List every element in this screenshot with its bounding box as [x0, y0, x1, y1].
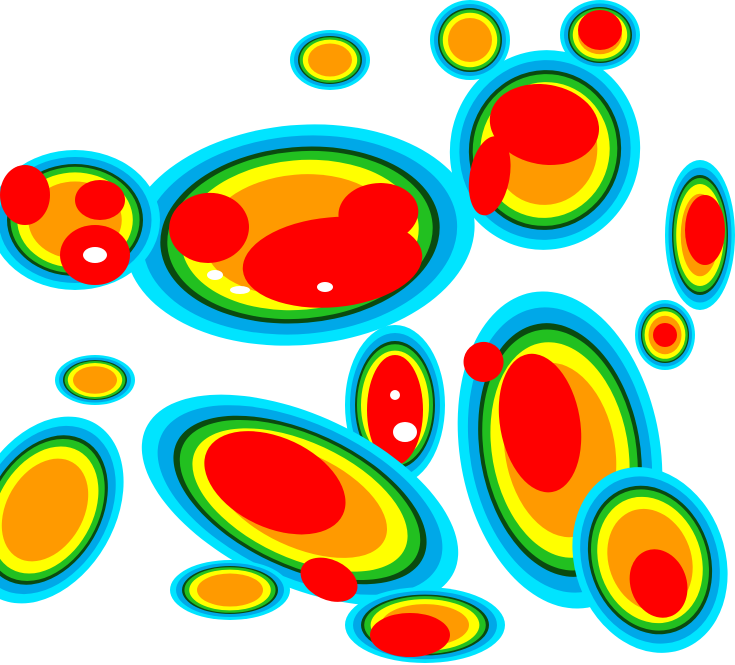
cloud-band-orange [73, 366, 117, 394]
cloud-core-red [578, 10, 622, 50]
cloud-core-red [169, 192, 249, 263]
cloud-system [345, 587, 505, 663]
cloud-system [430, 0, 510, 80]
cloud-core-red [685, 195, 725, 265]
cloud-core-white [393, 422, 417, 442]
cloud-core-white [317, 282, 333, 292]
cloud-band-orange [448, 18, 492, 62]
cloud-core-red [370, 613, 450, 657]
cloud-core-red [338, 182, 419, 244]
cloud-system [55, 355, 135, 405]
cloud-system [290, 30, 370, 90]
cloud-system [572, 467, 728, 653]
cloud-core-red [489, 83, 600, 166]
cloud-system [560, 0, 640, 70]
cloud-system [0, 416, 124, 604]
cloud-band-orange [1, 458, 89, 562]
cloud-band-orange [197, 573, 263, 607]
cloud-system [141, 394, 459, 606]
cloud-system [0, 150, 160, 290]
cloud-core-white [207, 270, 223, 280]
cloud-core-white [230, 286, 250, 294]
cloud-system [170, 560, 290, 620]
cloud-core-white [83, 247, 107, 263]
cloud-core-red [75, 180, 125, 220]
cloud-core-red [629, 549, 688, 618]
cloud-system [449, 50, 641, 250]
cloud-band-orange [308, 43, 352, 77]
cloud-system [665, 160, 735, 310]
cloud-core-red [498, 353, 582, 493]
cloud-core-red [300, 557, 358, 602]
cloud-core-red [0, 165, 50, 225]
cloud-system [635, 300, 695, 370]
cloud-core-red [653, 323, 677, 347]
cloud-system [125, 124, 475, 346]
cloud-core-red [468, 136, 511, 216]
cloud-core-red [204, 431, 346, 535]
cloud-core-white [390, 390, 400, 400]
cloud-core-red [463, 341, 504, 382]
